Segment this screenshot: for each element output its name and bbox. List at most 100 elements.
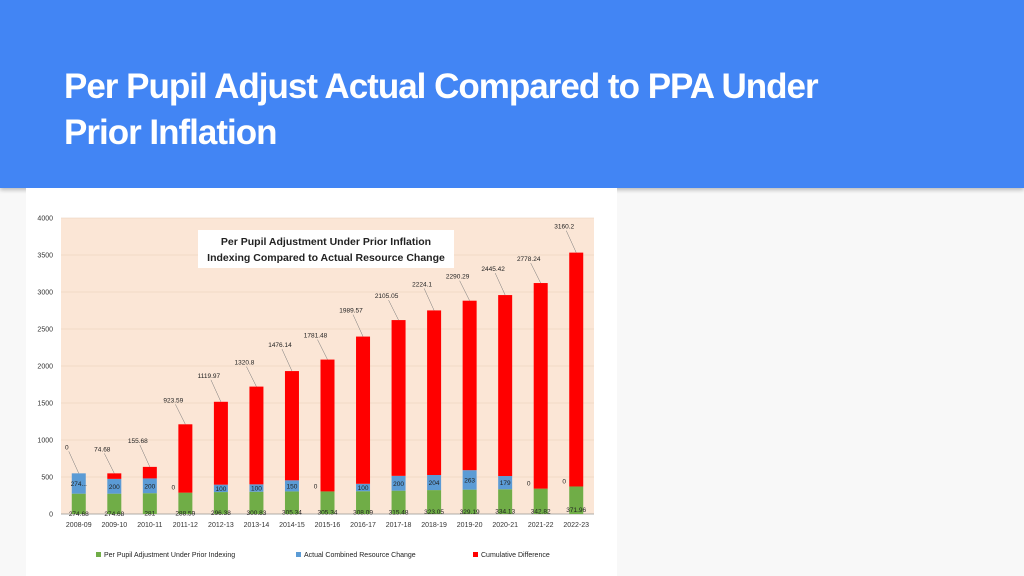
bar-segment (391, 320, 406, 476)
legend-swatch (96, 552, 101, 557)
y-tick-label: 500 (41, 475, 53, 482)
data-label: 315.48 (389, 509, 409, 516)
slide-header: Per Pupil Adjust Actual Compared to PPA … (0, 0, 1024, 188)
x-tick-label: 2019-20 (457, 522, 483, 529)
bar-segment (462, 489, 477, 514)
data-label: 179 (500, 480, 511, 487)
callout-line (246, 366, 257, 387)
bar-segment (498, 476, 513, 490)
data-label: 371.96 (566, 507, 586, 514)
bar-segment (569, 486, 584, 514)
x-tick-label: 2022-23 (563, 522, 589, 529)
data-label: 296.38 (211, 510, 231, 517)
y-tick-label: 1500 (37, 401, 53, 408)
data-label: 155.68 (128, 438, 148, 445)
bar-segment (462, 470, 477, 490)
bar-segment (107, 473, 122, 479)
y-tick-label: 3500 (37, 253, 53, 260)
data-label: 923.59 (163, 397, 183, 404)
data-label: 1989.57 (339, 308, 363, 315)
y-tick-label: 4000 (37, 216, 53, 223)
bar-segment (284, 480, 299, 492)
slide-title-line1: Per Pupil Adjust Actual Compared to PPA … (64, 67, 819, 106)
bar-segment (142, 466, 157, 479)
legend-label: Cumulative Difference (481, 552, 550, 559)
bar-segment (533, 283, 548, 489)
stacked-bar-chart: 050010001500200025003000350040002008-092… (37, 216, 594, 559)
bar-segment (249, 484, 264, 492)
bar-segment (391, 475, 406, 491)
data-label: 2224.1 (412, 281, 432, 288)
data-label: 305.34 (318, 510, 338, 517)
legend-swatch (296, 552, 301, 557)
bar-segment (249, 386, 264, 485)
data-label: 281 (144, 511, 155, 518)
bar-segment (284, 371, 299, 481)
chart-title-box (198, 230, 454, 268)
y-tick-label: 0 (49, 512, 53, 519)
bar-segment (427, 490, 442, 514)
data-label: 1476.14 (268, 342, 292, 349)
bar-segment (356, 491, 371, 514)
legend-label: Per Pupil Adjustment Under Prior Indexin… (104, 552, 235, 559)
callout-line (317, 339, 328, 360)
x-tick-label: 2008-09 (66, 522, 92, 529)
bar-segment (569, 252, 584, 487)
x-tick-label: 2021-22 (528, 522, 554, 529)
callout-line (139, 444, 151, 467)
data-label: 0 (65, 444, 69, 451)
data-label: 204 (429, 480, 440, 487)
bar-segment (427, 310, 442, 475)
callout-line (68, 451, 79, 474)
bar-segment (142, 493, 157, 514)
data-label: 100 (251, 486, 262, 493)
bar-segment (391, 490, 406, 514)
data-label: 2105.05 (375, 293, 399, 300)
x-tick-label: 2020-21 (492, 522, 518, 529)
bar-segment (213, 401, 228, 485)
data-label: 200 (109, 484, 120, 491)
data-label: 274.68 (69, 511, 89, 518)
x-tick-label: 2016-17 (350, 522, 376, 529)
data-label: 74.68 (94, 446, 111, 453)
legend-swatch (473, 552, 478, 557)
data-label: 0 (314, 483, 318, 490)
bar-segment (498, 489, 513, 514)
data-label: 0 (527, 481, 531, 488)
data-label: 1781.48 (304, 333, 328, 340)
y-tick-label: 1000 (37, 438, 53, 445)
data-label: 2445.42 (481, 266, 505, 273)
bar-segment (213, 484, 228, 493)
x-tick-label: 2013-14 (244, 522, 270, 529)
bar-segment (71, 493, 86, 514)
x-tick-label: 2009-10 (101, 522, 127, 529)
callout-line (281, 348, 293, 372)
slide-title-line2: Prior Inflation (64, 113, 278, 152)
data-label: 263 (464, 477, 475, 484)
bar-segment (284, 491, 299, 514)
bar-segment (213, 492, 228, 514)
data-label: 0 (562, 478, 566, 485)
bar-segment (533, 488, 548, 514)
bar-segment (71, 473, 86, 494)
callout-line (388, 299, 399, 321)
bar-segment (142, 478, 157, 494)
bar-segment (107, 493, 122, 514)
data-label: 150 (287, 483, 298, 490)
data-label: 200 (144, 483, 155, 490)
data-label: 329.19 (460, 509, 480, 516)
x-tick-label: 2014-15 (279, 522, 305, 529)
y-tick-label: 3000 (37, 290, 53, 297)
data-label: 1320.8 (234, 360, 254, 367)
data-label: 3160.2 (554, 224, 574, 231)
y-tick-label: 2500 (37, 327, 53, 334)
data-label: 2290.29 (446, 274, 470, 281)
bar-segment (356, 483, 371, 492)
data-label: 308.09 (353, 510, 373, 517)
chart-title-line1: Per Pupil Adjustment Under Prior Inflati… (221, 236, 431, 248)
data-label: 2778.24 (517, 256, 541, 263)
callout-line (175, 404, 186, 425)
data-label: 305.34 (282, 510, 302, 517)
data-label: 274.68 (104, 511, 124, 518)
bar-segment (498, 295, 513, 477)
